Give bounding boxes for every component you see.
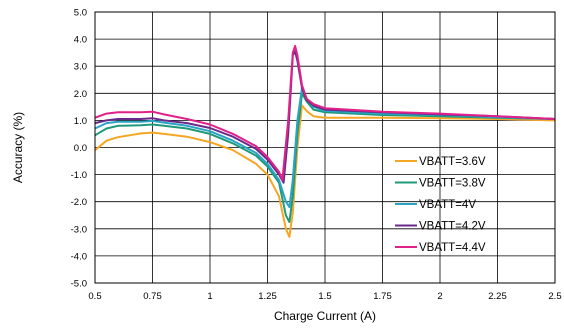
- x-tick-label: 2.5: [548, 291, 561, 302]
- series-line: [94, 86, 556, 209]
- tick-labels: 0.5 0.75 1 1.25 1.5 1.75 2 2.25 2.5 5.0 4.0 3.0 2.0 1…: [71, 8, 562, 303]
- legend-entry: VBATT=4V: [419, 199, 476, 211]
- y-tick-label: 3.0: [74, 62, 87, 73]
- x-tick-label: 2: [437, 291, 442, 302]
- legend-entry: VBATT=4.4V: [419, 242, 486, 254]
- plot-area-border: [94, 11, 556, 284]
- series-line: [94, 44, 556, 181]
- legend-entry: VBATT=4.2V: [419, 221, 486, 233]
- y-tick-label: 0.0: [74, 143, 87, 154]
- x-tick-label: 1.5: [318, 291, 331, 302]
- y-tick-label: 1.0: [74, 116, 87, 127]
- x-tick-label: 0.75: [143, 291, 162, 302]
- series-line: [94, 92, 556, 223]
- x-tick-label: 2.25: [488, 291, 507, 302]
- y-tick-label: -3.0: [71, 224, 87, 235]
- y-tick-label: 5.0: [74, 8, 87, 19]
- grid-lines: [95, 12, 555, 283]
- y-tick-label: -5.0: [71, 279, 87, 290]
- y-tick-label: -1.0: [71, 170, 87, 181]
- legend: VBATT=3.6V VBATT=3.8V VBATT=4V VBATT=4.2V VB…: [395, 156, 486, 254]
- y-tick-label: -4.0: [71, 251, 87, 262]
- series-line: [94, 50, 556, 184]
- y-tick-label: -2.0: [71, 197, 87, 208]
- legend-entry: VBATT=3.6V: [419, 156, 486, 168]
- legend-entry: VBATT=3.8V: [419, 178, 486, 190]
- x-tick-label: 1.75: [373, 291, 392, 302]
- series-line: [94, 104, 556, 238]
- x-tick-label: 0.5: [88, 291, 101, 302]
- x-tick-label: 1: [207, 291, 212, 302]
- series-lines: [94, 44, 556, 238]
- y-tick-label: 4.0: [74, 35, 87, 46]
- y-tick-label: 2.0: [74, 89, 87, 100]
- y-axis-label: Accuracy (%): [11, 112, 25, 183]
- x-axis-label: Charge Current (A): [274, 309, 376, 323]
- x-tick-label: 1.25: [258, 291, 277, 302]
